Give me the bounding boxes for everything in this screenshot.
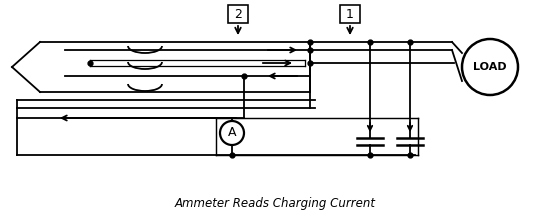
- Text: 2: 2: [234, 7, 242, 21]
- Text: LOAD: LOAD: [473, 62, 507, 72]
- Text: A: A: [228, 127, 236, 140]
- Text: 1: 1: [346, 7, 354, 21]
- Text: Ammeter Reads Charging Current: Ammeter Reads Charging Current: [174, 197, 376, 210]
